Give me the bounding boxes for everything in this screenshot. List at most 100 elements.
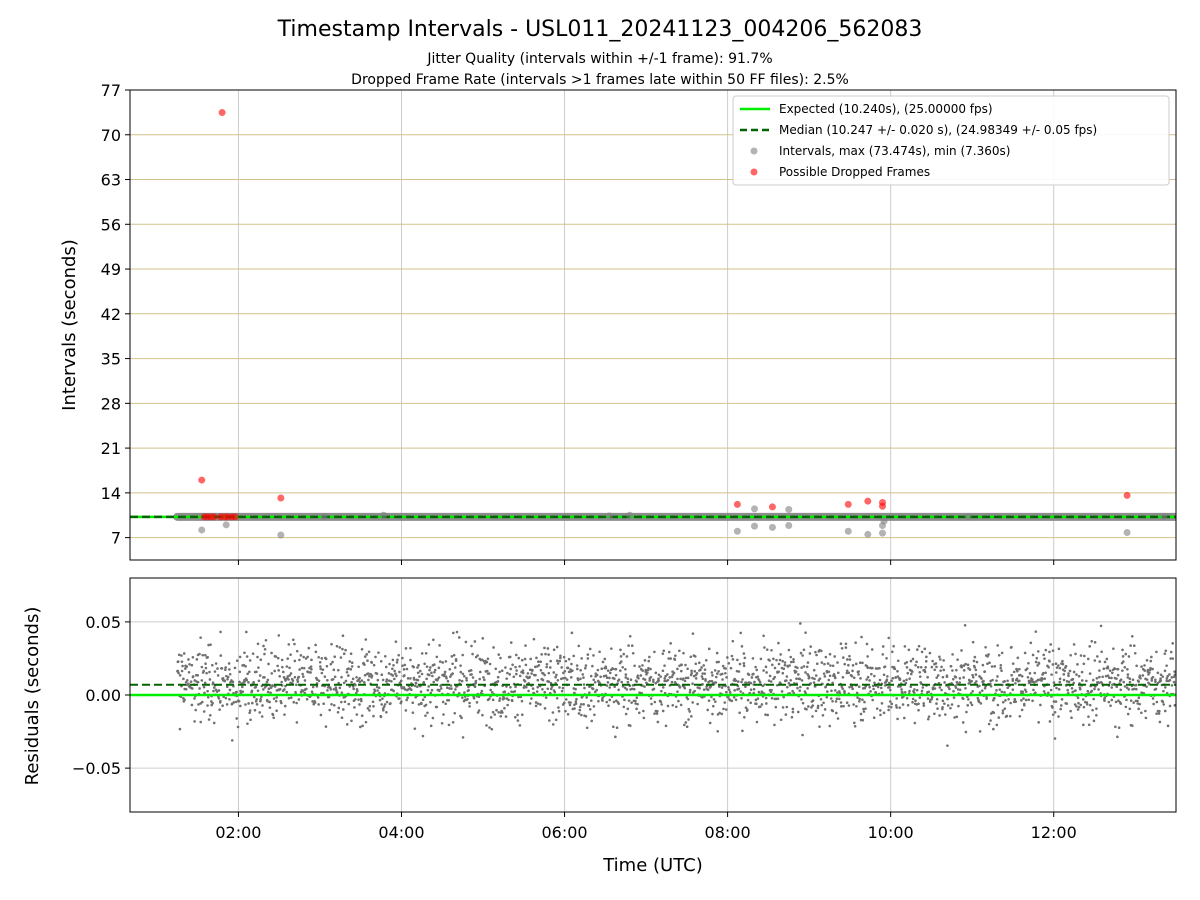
residual-point <box>996 675 999 678</box>
residual-point <box>875 707 879 710</box>
residual-point <box>416 671 420 675</box>
residual-point <box>848 654 851 658</box>
residual-point <box>654 671 658 675</box>
interval-point <box>880 517 888 525</box>
residual-point <box>380 703 383 706</box>
residual-point <box>560 677 563 681</box>
residual-point <box>333 655 337 659</box>
residual-point <box>409 658 412 662</box>
residual-point <box>1103 696 1106 700</box>
residual-point <box>284 679 287 682</box>
residual-point <box>402 686 406 689</box>
residual-point <box>564 676 567 680</box>
residual-point <box>256 655 259 659</box>
residual-point <box>553 690 557 694</box>
residual-point <box>1079 654 1083 657</box>
residual-point <box>655 712 659 715</box>
residual-point <box>1171 642 1174 645</box>
residual-point <box>530 697 533 700</box>
residual-point <box>614 667 618 671</box>
residual-point <box>911 697 915 701</box>
residual-point <box>577 644 581 648</box>
residual-point <box>958 681 961 684</box>
residual-point <box>911 670 914 673</box>
residual-point <box>1150 679 1154 682</box>
residual-point <box>1097 681 1101 685</box>
residual-point <box>1100 650 1103 654</box>
residual-point <box>541 687 544 691</box>
residual-point <box>395 661 399 664</box>
residual-point <box>1001 711 1005 715</box>
residual-point <box>1057 688 1061 691</box>
residual-point <box>809 645 812 648</box>
residual-point <box>635 680 638 683</box>
residual-point <box>958 688 962 692</box>
residual-point <box>1060 698 1064 701</box>
residual-point <box>741 678 744 681</box>
residual-point <box>586 657 590 660</box>
bottom-y-tick-label: 0.05 <box>85 613 121 632</box>
residual-point <box>903 691 907 694</box>
residual-point <box>585 696 588 699</box>
residual-point <box>597 699 600 703</box>
residual-point <box>1005 714 1009 718</box>
residual-point <box>513 715 517 719</box>
residual-point <box>380 673 384 677</box>
residual-point <box>821 714 825 717</box>
residual-point <box>559 656 562 660</box>
residual-point <box>1014 682 1017 685</box>
residual-point <box>491 710 495 714</box>
residual-point <box>626 677 630 681</box>
residual-point <box>909 672 913 676</box>
residual-point <box>243 680 246 683</box>
residual-point <box>500 669 504 673</box>
residual-point <box>711 674 714 677</box>
residual-point <box>617 678 621 682</box>
residual-point <box>995 723 999 727</box>
residual-point <box>718 711 721 715</box>
residual-point <box>337 706 341 710</box>
residual-point <box>461 736 465 739</box>
residual-point <box>642 716 646 720</box>
residual-point <box>375 672 379 675</box>
residual-point <box>759 705 762 708</box>
residual-point <box>1125 698 1128 702</box>
residual-point <box>610 647 613 650</box>
residual-point <box>862 707 865 711</box>
residual-point <box>778 658 782 662</box>
residual-point <box>606 681 610 684</box>
residual-point <box>928 651 932 655</box>
residual-point <box>831 709 835 713</box>
residual-point <box>213 670 217 673</box>
top-y-tick-label: 49 <box>101 260 121 279</box>
residual-point <box>601 699 604 702</box>
residual-point <box>946 744 949 747</box>
residual-point <box>1054 662 1058 666</box>
residual-point <box>531 687 535 690</box>
residual-point <box>1149 666 1152 670</box>
residual-point <box>820 703 824 707</box>
residual-point <box>483 678 486 682</box>
residual-point <box>180 669 184 673</box>
residual-point <box>819 697 823 701</box>
residual-point <box>246 672 249 676</box>
interval-point <box>768 523 776 531</box>
residual-point <box>1164 649 1168 653</box>
residual-point <box>1070 716 1073 720</box>
residual-point <box>358 703 361 706</box>
residual-point <box>1052 700 1056 703</box>
residual-point <box>978 691 982 694</box>
residual-point <box>845 701 849 705</box>
residual-point <box>765 671 768 674</box>
residual-point <box>1009 701 1012 705</box>
residual-point <box>326 678 329 682</box>
residual-point <box>289 653 292 656</box>
residual-point <box>779 718 783 722</box>
residual-point <box>349 668 353 671</box>
residual-point <box>905 678 908 682</box>
residual-point <box>593 680 597 684</box>
residual-point <box>1027 661 1030 665</box>
residual-point <box>1043 657 1046 660</box>
residual-point <box>1171 657 1175 660</box>
residual-point <box>992 727 995 731</box>
